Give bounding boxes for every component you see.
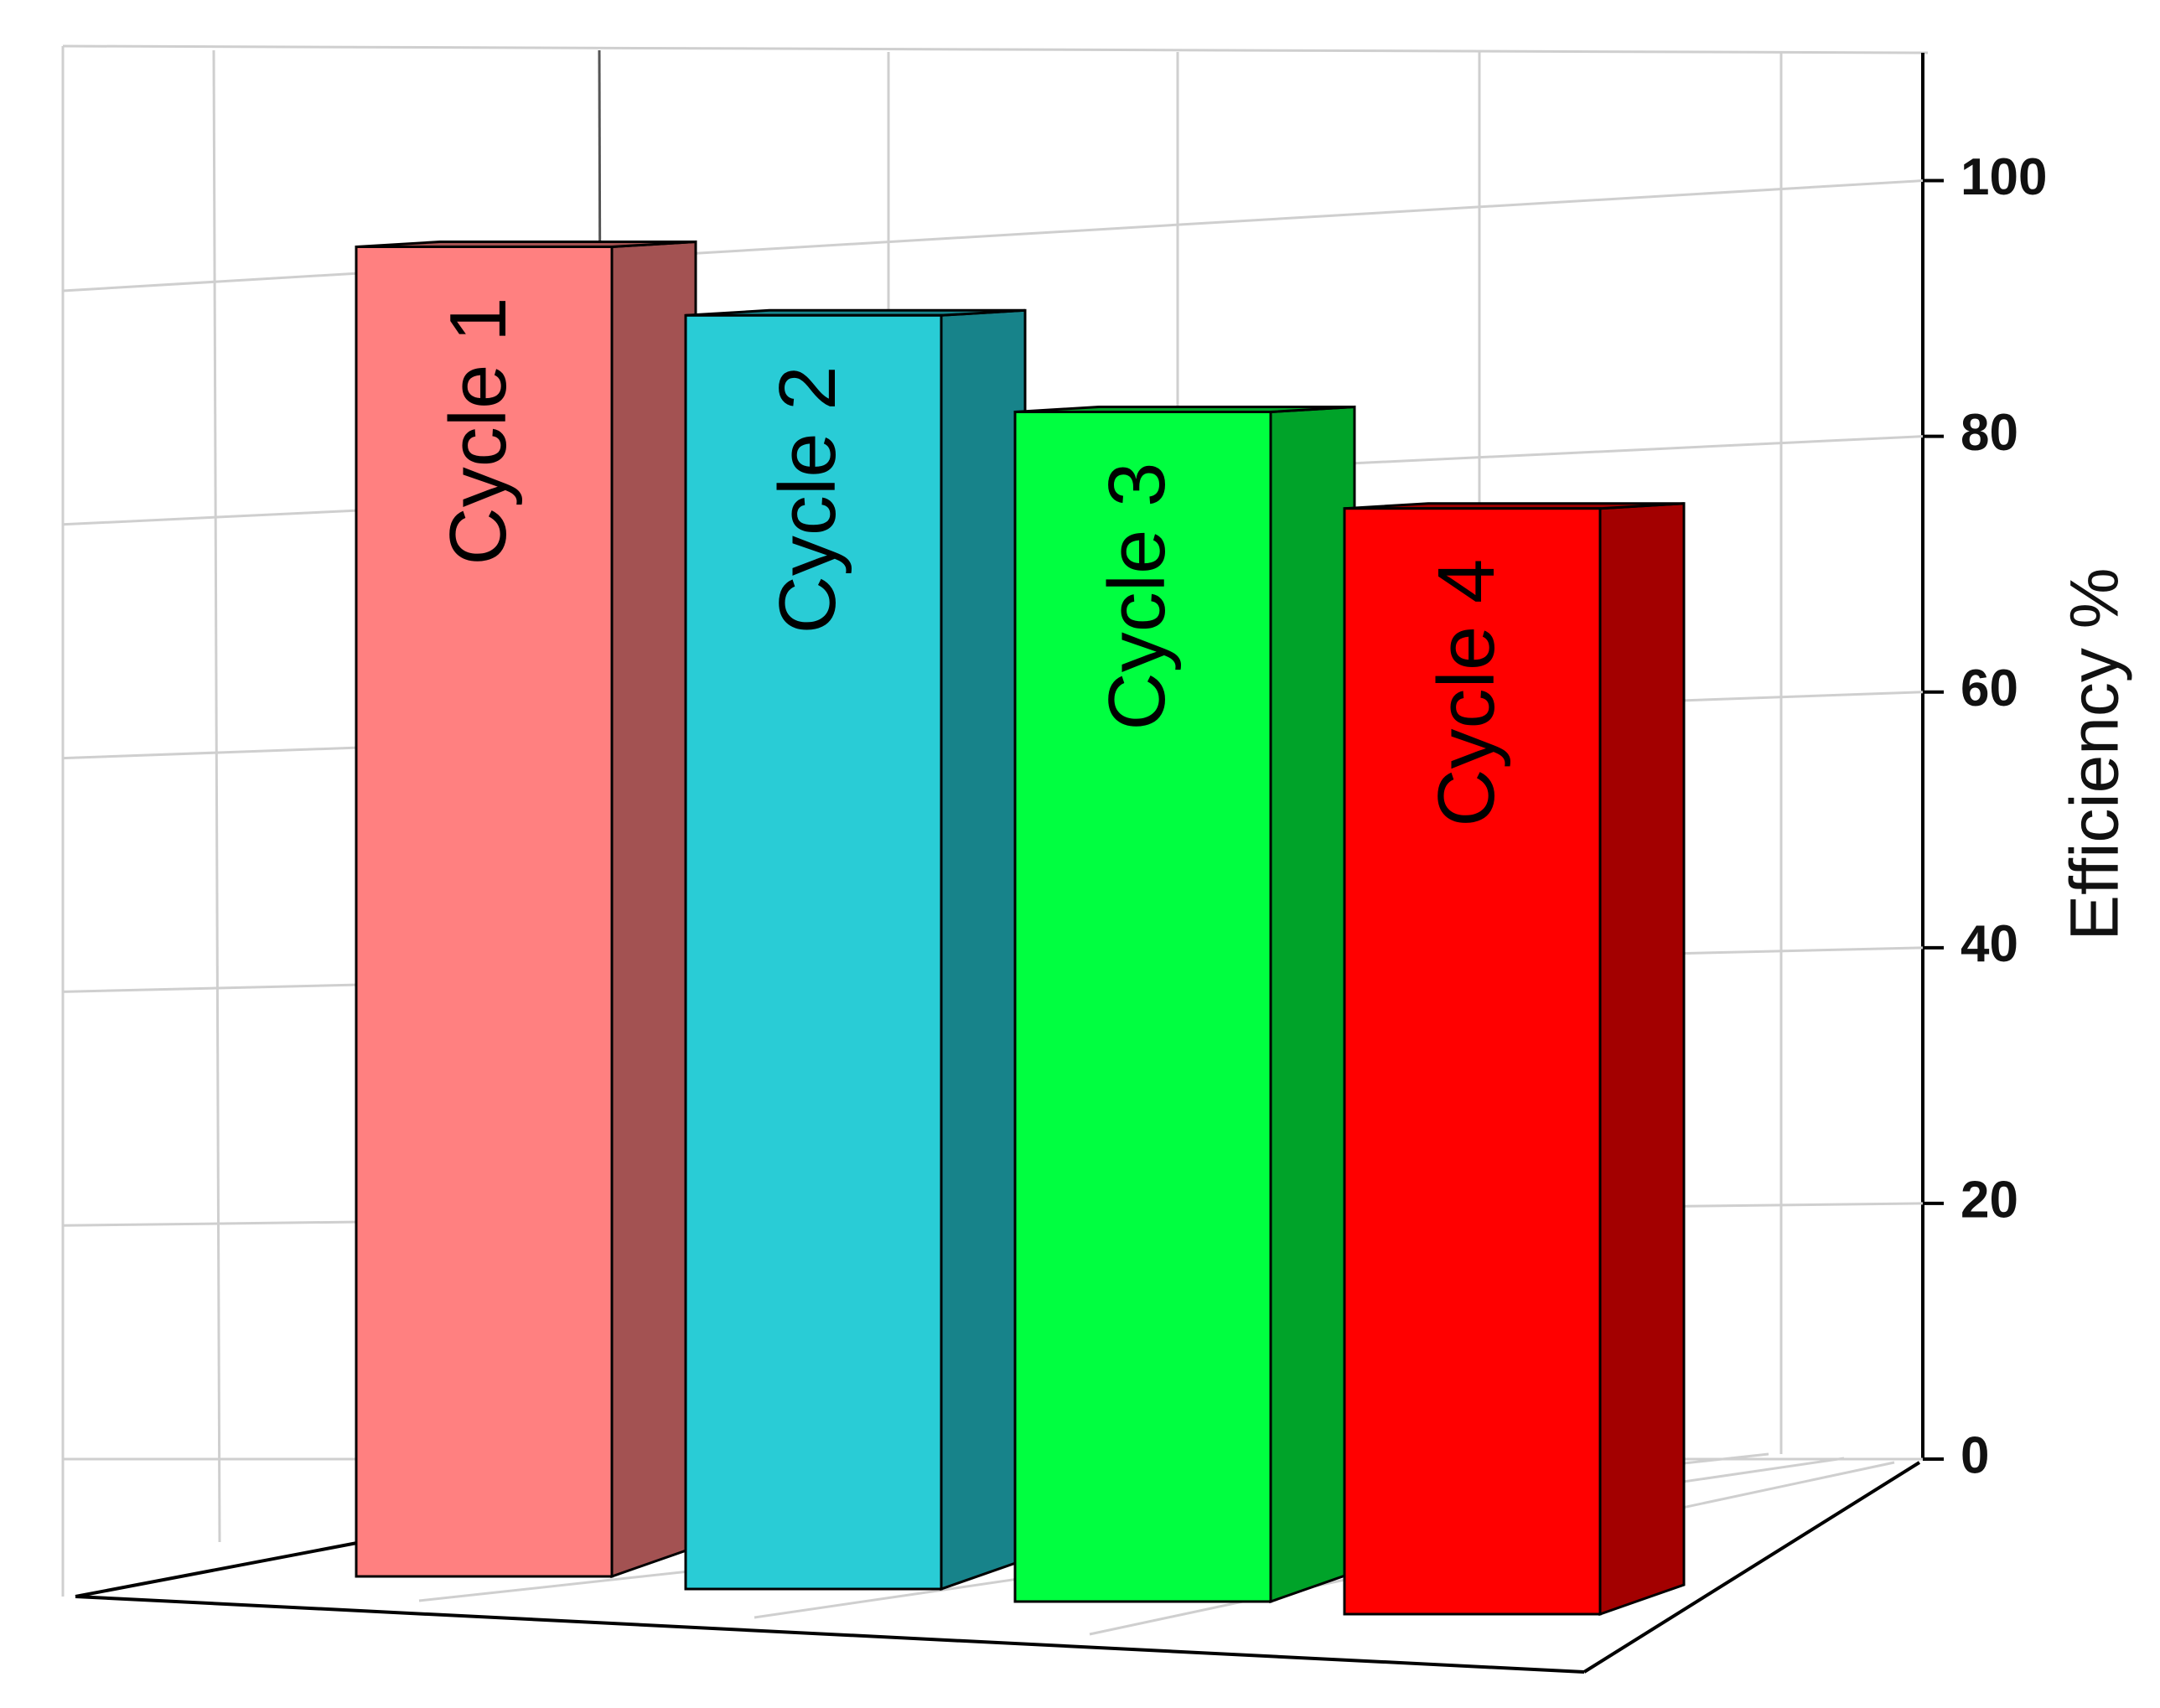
bar-label: Cycle 3 [1092,463,1182,731]
bar-side [1598,502,1686,1617]
wall-edge [62,44,1929,54]
y-tick-label: 20 [1961,1171,2018,1229]
depth-axis [1582,1461,1921,1674]
x-axis [75,1595,1585,1674]
y-axis-label: Efficiency % [2057,567,2133,940]
bar-label: Cycle 2 [763,365,852,634]
bar [684,313,943,1591]
bars: Cycle 1 Cycle 2 Cycle 3 Cycle 4 [355,240,1686,1617]
bar-side [610,240,697,1579]
bar-label: Cycle 1 [433,298,523,566]
bar [1343,507,1602,1616]
y-tick-label: 60 [1961,660,2018,717]
grid-line [62,179,1924,292]
bar-side [940,308,1027,1592]
y-tick-label: 80 [1961,404,2018,462]
wall-grid [212,49,221,1543]
bar [1013,411,1272,1603]
y-tick-label: 0 [1961,1426,1989,1484]
y-tick-label: 40 [1961,915,2018,973]
bar-label: Cycle 4 [1422,559,1511,827]
y-tick-label: 100 [1961,148,2047,206]
bar-side [1269,405,1356,1604]
bar [355,246,614,1578]
